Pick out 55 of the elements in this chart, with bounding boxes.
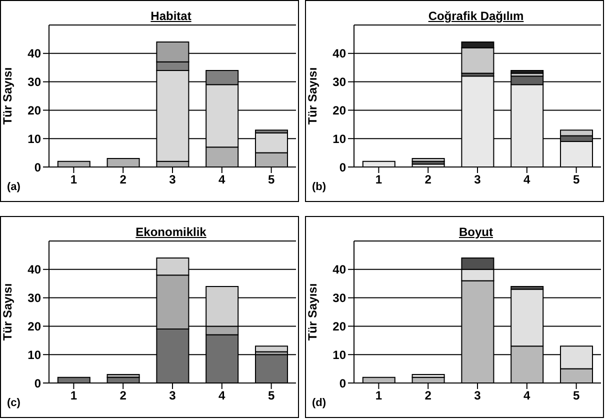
y-tick-label: 10: [28, 348, 42, 362]
y-tick-label: 20: [332, 103, 346, 118]
chart-title: Boyut: [458, 225, 494, 239]
text: (d): [312, 397, 326, 409]
y-tick-label: 30: [28, 291, 42, 306]
x-tick-label: 3: [474, 388, 482, 403]
y-tick-label: 20: [28, 319, 42, 334]
y-tick-label: 40: [332, 46, 346, 61]
y-tick-label: 40: [332, 262, 346, 277]
y-tick-label: 0: [339, 160, 346, 174]
y-tick-label: 30: [332, 75, 346, 90]
bar: [510, 70, 544, 74]
bar: [254, 346, 288, 352]
y-axis-title: Tür Sayısı: [305, 67, 320, 125]
y-tick-label: 30: [28, 75, 42, 90]
y-tick-label: 10: [28, 132, 42, 146]
y-tick-label: 20: [28, 103, 42, 118]
x-tick-label: 1: [375, 388, 382, 403]
y-tick-label: 30: [332, 291, 346, 306]
x-tick-label: 2: [424, 172, 432, 187]
x-tick-label: 1: [70, 388, 78, 403]
y-axis-title: Tür Sayısı: [0, 283, 14, 341]
text: (b): [312, 181, 326, 193]
text: (a): [7, 181, 20, 193]
x-tick-label: 1: [375, 172, 382, 187]
text: (c): [7, 397, 20, 409]
x-tick-label: 5: [572, 388, 580, 403]
x-tick-label: 2: [424, 388, 432, 403]
y-axis-title: Tür Sayısı: [0, 67, 14, 125]
bar: [412, 158, 445, 162]
chart-title: Ekonomiklik: [134, 225, 208, 239]
y-tick-label: 0: [34, 160, 42, 174]
x-tick-label: 2: [120, 388, 127, 403]
x-tick-label: 5: [572, 172, 580, 187]
x-tick-label: 5: [268, 388, 275, 403]
x-tick-label: 3: [169, 388, 176, 403]
y-tick-label: 40: [28, 262, 42, 277]
x-tick-label: 1: [70, 172, 78, 187]
x-tick-label: 4: [524, 172, 531, 187]
y-tick-label: 10: [332, 132, 346, 146]
y-tick-label: 0: [339, 376, 346, 390]
x-tick-label: 4: [218, 388, 226, 403]
y-tick-label: 10: [332, 348, 346, 362]
x-tick-label: 4: [524, 388, 531, 403]
y-axis-title: Tür Sayısı: [305, 283, 320, 341]
x-tick-label: 3: [474, 172, 482, 187]
x-tick-label: 4: [218, 172, 226, 187]
chart-title: Habitat: [150, 9, 192, 23]
x-tick-label: 5: [268, 172, 275, 187]
x-tick-label: 3: [169, 172, 176, 187]
y-tick-label: 0: [34, 376, 42, 390]
y-tick-label: 20: [332, 319, 346, 334]
x-tick-label: 2: [120, 172, 127, 187]
y-tick-label: 40: [28, 46, 42, 61]
chart-title: Coğrafik Dağılım: [427, 9, 525, 23]
